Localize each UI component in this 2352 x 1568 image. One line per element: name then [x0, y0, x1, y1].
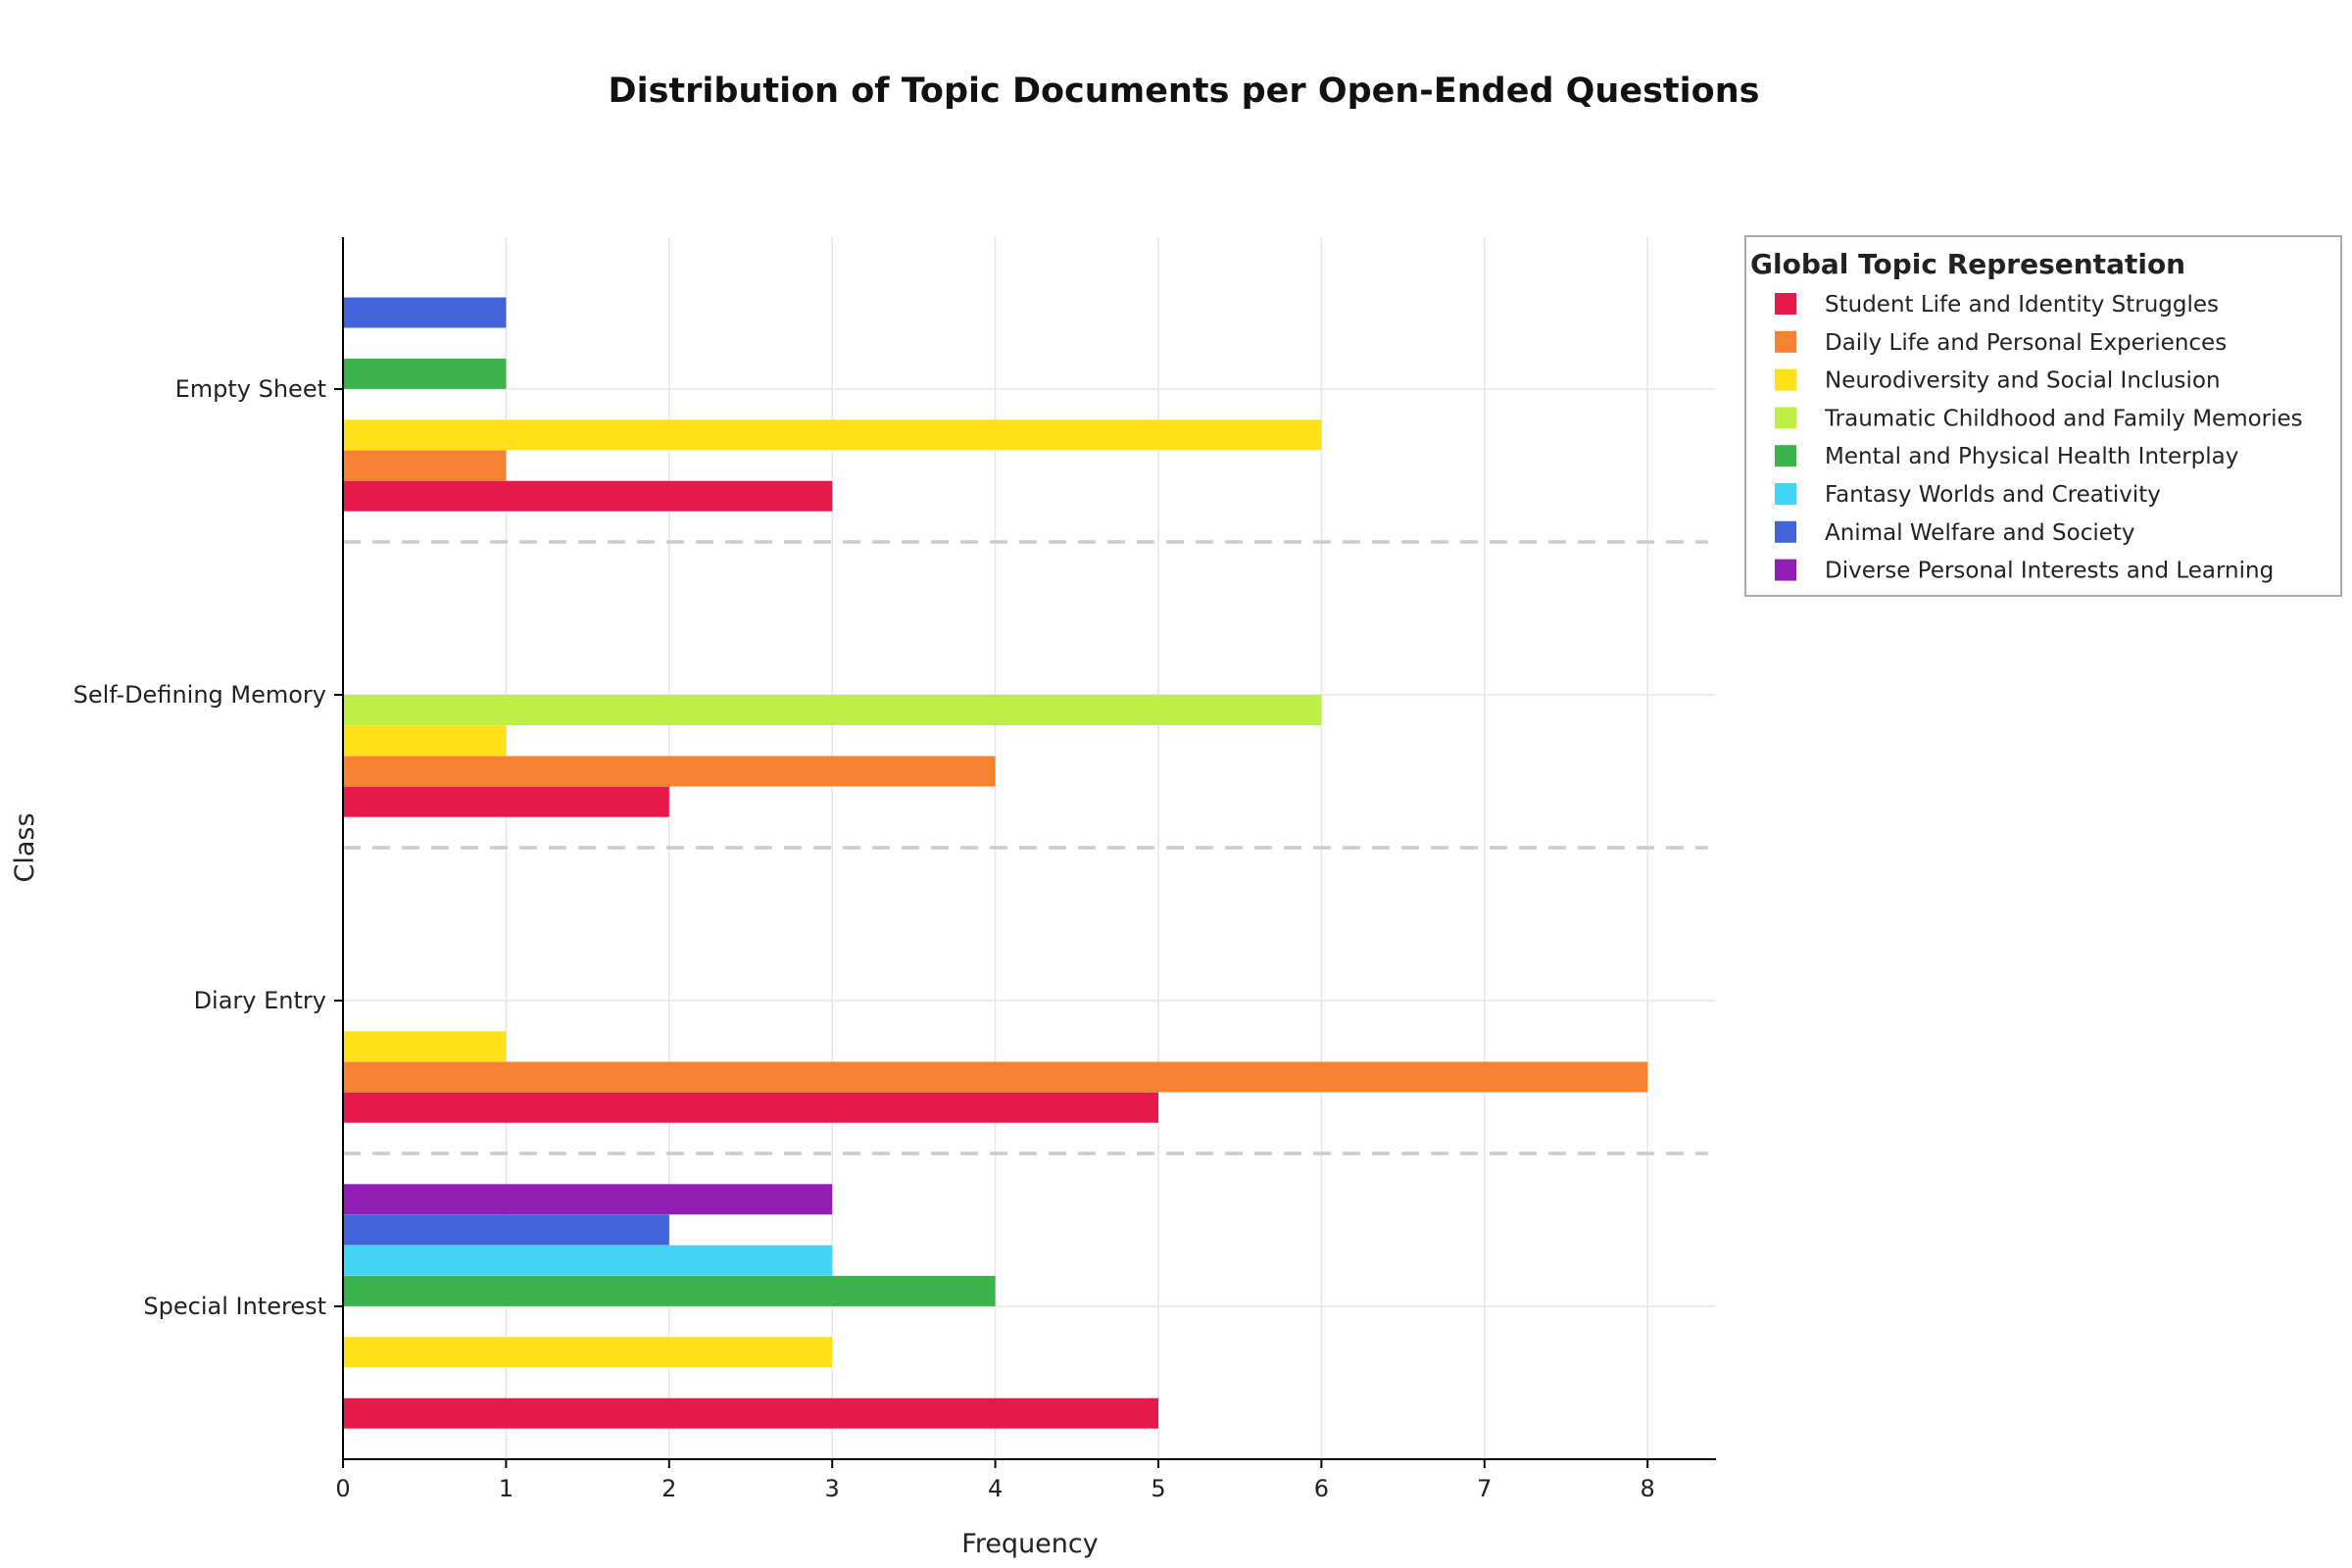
legend-swatch-animal-welfare-and-society — [1775, 520, 1796, 543]
legend-swatch-neurodiversity-and-social-inclusion — [1775, 368, 1796, 391]
x-tick-label: 5 — [1151, 1475, 1165, 1502]
x-tick-label: 3 — [825, 1475, 840, 1502]
y-tick-label-empty-sheet: Empty Sheet — [175, 375, 326, 403]
legend: Global Topic Representation Student Life… — [1744, 235, 2342, 597]
chart-title: Distribution of Topic Documents per Open… — [609, 72, 1760, 111]
y-axis-label: Class — [10, 812, 40, 882]
bar-special-interest-animal-welfare-and-society — [343, 1214, 669, 1246]
bar-diary-entry-student-life-and-identity-struggles — [343, 1092, 1158, 1123]
bar-self-defining-memory-student-life-and-identity-struggles — [343, 786, 669, 817]
legend-swatch-student-life-and-identity-struggles — [1775, 293, 1796, 315]
bar-diary-entry-daily-life-and-personal-experiences — [343, 1061, 1648, 1093]
x-tick-label: 4 — [988, 1475, 1003, 1502]
x-tick-label: 2 — [662, 1475, 676, 1502]
x-axis-label: Frequency — [961, 1529, 1099, 1559]
legend-swatch-traumatic-childhood-and-family-memories — [1775, 407, 1796, 429]
category-separators — [343, 540, 1708, 1155]
bar-self-defining-memory-daily-life-and-personal-experiences — [343, 756, 996, 787]
legend-label-daily-life-and-personal-experiences: Daily Life and Personal Experiences — [1825, 330, 2227, 356]
y-tick-label-diary-entry: Diary Entry — [194, 987, 326, 1014]
legend-label-neurodiversity-and-social-inclusion: Neurodiversity and Social Inclusion — [1825, 368, 2221, 394]
bar-special-interest-student-life-and-identity-struggles — [343, 1397, 1158, 1429]
y-ticks: Empty Sheet Self-Defining Memory Diary Ent… — [74, 375, 343, 1320]
bar-special-interest-fantasy-worlds-and-creativity — [343, 1245, 833, 1276]
x-tick-label: 1 — [499, 1475, 514, 1502]
bar-self-defining-memory-neurodiversity-and-social-inclusion — [343, 725, 507, 757]
bar-self-defining-memory-traumatic-childhood-and-family-memories — [343, 695, 1322, 726]
legend-swatch-diverse-personal-interests-and-learning — [1775, 559, 1796, 581]
legend-label-traumatic-childhood-and-family-memories: Traumatic Childhood and Family Memories — [1824, 406, 2303, 431]
legend-swatch-mental-and-physical-health-interplay — [1775, 445, 1796, 467]
legend-swatch-fantasy-worlds-and-creativity — [1775, 483, 1796, 505]
bar-special-interest-neurodiversity-and-social-inclusion — [343, 1337, 833, 1368]
y-tick-label-special-interest: Special Interest — [143, 1293, 326, 1320]
legend-frame — [1744, 235, 2342, 597]
legend-label-animal-welfare-and-society: Animal Welfare and Society — [1825, 520, 2135, 546]
legend-swatch-daily-life-and-personal-experiences — [1775, 330, 1796, 353]
x-tick-label: 6 — [1314, 1475, 1329, 1502]
bar-empty-sheet-animal-welfare-and-society — [343, 297, 507, 328]
x-ticks: 0 1 2 3 4 5 6 7 8 — [335, 1459, 1655, 1502]
bars — [343, 297, 1648, 1429]
bar-special-interest-mental-and-physical-health-interplay — [343, 1275, 996, 1306]
bar-empty-sheet-neurodiversity-and-social-inclusion — [343, 419, 1322, 451]
x-tick-label: 7 — [1477, 1475, 1492, 1502]
x-tick-label: 8 — [1641, 1475, 1655, 1502]
legend-label-mental-and-physical-health-interplay: Mental and Physical Health Interplay — [1825, 444, 2238, 469]
bar-special-interest-diverse-personal-interests-and-learning — [343, 1184, 833, 1215]
y-tick-label-self-defining-memory: Self-Defining Memory — [74, 681, 326, 709]
bar-empty-sheet-mental-and-physical-health-interplay — [343, 358, 507, 389]
legend-label-diverse-personal-interests-and-learning: Diverse Personal Interests and Learning — [1825, 559, 2274, 584]
legend-items: Student Life and Identity Struggles Daily… — [1775, 292, 2303, 584]
bar-empty-sheet-daily-life-and-personal-experiences — [343, 450, 507, 481]
bar-diary-entry-neurodiversity-and-social-inclusion — [343, 1031, 507, 1062]
legend-title: Global Topic Representation — [1750, 248, 2185, 280]
x-tick-label: 0 — [335, 1475, 350, 1502]
legend-label-fantasy-worlds-and-creativity: Fantasy Worlds and Creativity — [1825, 482, 2161, 508]
legend-label-student-life-and-identity-struggles: Student Life and Identity Struggles — [1825, 292, 2219, 318]
bar-empty-sheet-student-life-and-identity-struggles — [343, 480, 833, 512]
axes — [342, 237, 1716, 1460]
